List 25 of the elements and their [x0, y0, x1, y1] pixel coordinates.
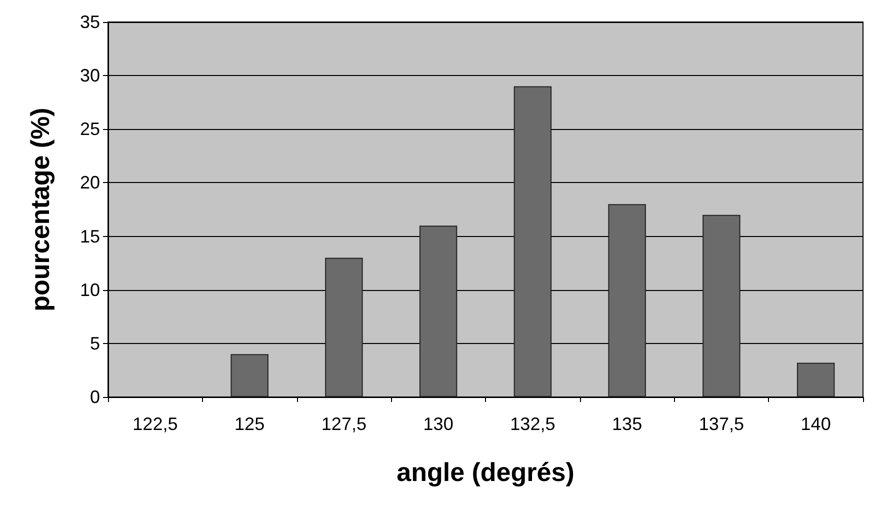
y-tick-label: 35	[80, 12, 100, 32]
bar	[702, 214, 740, 397]
x-tick-label: 140	[800, 414, 831, 434]
y-tick-label: 5	[90, 333, 100, 354]
bar	[325, 258, 363, 397]
y-tick-label: 15	[80, 226, 100, 246]
bar	[230, 354, 268, 397]
y-axis-title: pourcentage (%)	[25, 108, 55, 312]
y-tick-label: 20	[80, 172, 100, 193]
x-tick-label: 135	[612, 414, 642, 434]
x-tick-label: 130	[423, 414, 454, 434]
x-tick-label: 137,5	[698, 414, 744, 434]
y-tick-label: 30	[80, 66, 100, 86]
bar	[796, 362, 835, 397]
x-tick-label: 125	[234, 414, 265, 434]
x-axis-title: angle (degrés)	[396, 457, 574, 487]
bar	[608, 204, 646, 397]
x-tick-label: 132,5	[510, 414, 556, 434]
x-tick-label: 122,5	[132, 414, 178, 434]
bar	[514, 86, 552, 397]
x-tick-label: 127,5	[321, 414, 366, 434]
y-tick-label: 10	[80, 280, 100, 300]
y-tick-label: 0	[90, 387, 100, 407]
y-tick-label: 25	[80, 119, 100, 140]
bar	[419, 226, 458, 397]
